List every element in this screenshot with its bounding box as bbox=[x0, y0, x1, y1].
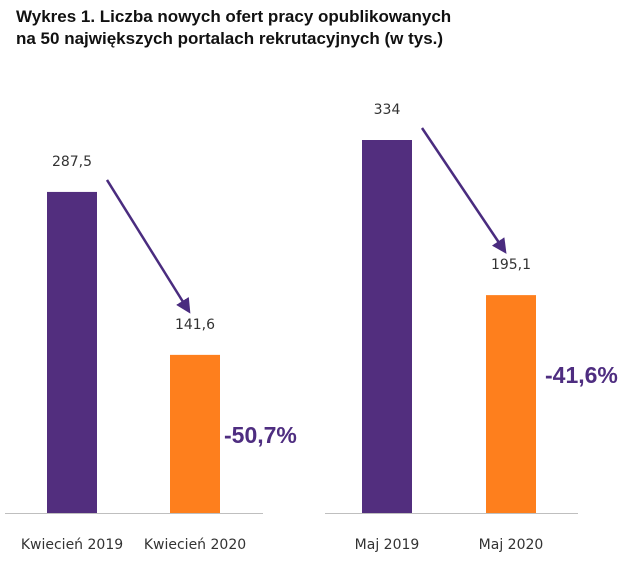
decline-arrow-2 bbox=[420, 127, 507, 254]
value-label-2-2: 195,1 bbox=[491, 257, 531, 273]
chart-title-line-2: na 50 największych portalach rekrutacyjn… bbox=[16, 29, 444, 48]
category-label-1-2: Kwiecień 2020 bbox=[144, 537, 246, 553]
category-label-2-1: Maj 2019 bbox=[355, 537, 420, 553]
change-label-1: -50,7% bbox=[224, 422, 297, 448]
category-label-1-1: Kwiecień 2019 bbox=[21, 537, 123, 553]
decline-arrow-1 bbox=[105, 179, 191, 314]
bar-2-1 bbox=[362, 140, 412, 513]
change-label-2: -41,6% bbox=[545, 362, 618, 388]
chart-title-line-1: Wykres 1. Liczba nowych ofert pracy opub… bbox=[16, 7, 452, 26]
category-label-2-2: Maj 2020 bbox=[479, 537, 544, 553]
chart-title: Wykres 1. Liczba nowych ofert pracy opub… bbox=[16, 6, 616, 50]
bar-2-2 bbox=[486, 295, 536, 513]
bar-1-1 bbox=[47, 191, 97, 514]
value-label-1-2: 141,6 bbox=[175, 317, 215, 333]
value-label-1-1: 287,5 bbox=[52, 154, 92, 170]
bar-1-2 bbox=[170, 354, 220, 513]
value-label-2-1: 334 bbox=[374, 102, 401, 118]
